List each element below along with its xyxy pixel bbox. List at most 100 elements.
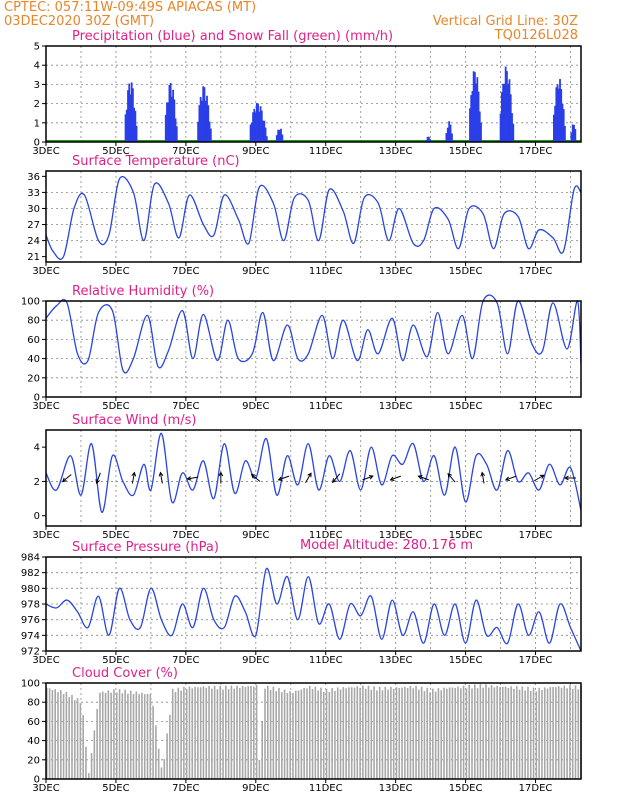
- precip-xtick-label: 9DEC: [242, 146, 269, 157]
- temperature-ytick-label: 30: [27, 204, 40, 215]
- cloud-bar: [261, 721, 263, 779]
- wind-arrow-shaft: [159, 472, 163, 484]
- precip-bar: [275, 135, 278, 142]
- precip-bar: [281, 134, 284, 142]
- wind-arrow-shaft: [362, 475, 374, 481]
- precip-bar: [429, 139, 432, 142]
- cloud-bar: [283, 689, 286, 779]
- cloud-bar: [264, 688, 266, 779]
- cloud-bar: [496, 685, 498, 779]
- wind-arrow: [447, 472, 456, 483]
- cloud-bar: [222, 689, 224, 779]
- cloud-bar: [129, 690, 132, 779]
- wind-xtick-label: 9DEC: [242, 530, 269, 541]
- cloud-bar: [420, 686, 423, 779]
- cloud-bar: [529, 690, 532, 779]
- cloud-bar: [331, 688, 333, 779]
- cloud-bar: [334, 690, 336, 779]
- cloud-bar: [65, 691, 68, 779]
- pressure-xtick-label: 3DEC: [32, 655, 59, 666]
- precip-bar: [503, 83, 506, 142]
- precip-bar: [564, 126, 566, 142]
- temperature-frame: [45, 170, 582, 263]
- cloud-bar: [57, 692, 59, 779]
- cloud-bar: [434, 691, 437, 779]
- wind-arrow-head: [389, 476, 395, 481]
- cloud-bar: [180, 690, 182, 779]
- cloud-xtick-label: 17DEC: [519, 783, 553, 794]
- wind-arrow-head: [480, 471, 486, 477]
- precip-ytick-label: 0: [34, 138, 40, 149]
- precip-bar: [502, 83, 505, 142]
- cloud-bar: [432, 688, 434, 779]
- cloud-bar: [155, 725, 157, 779]
- humidity-ytick-label: 100: [21, 297, 40, 308]
- wind-xtick-label: 11DEC: [309, 530, 343, 541]
- cloud-bar: [571, 688, 574, 779]
- cloud-bar: [286, 693, 289, 779]
- wind-arrow-shaft: [332, 473, 341, 483]
- cloud-bar: [348, 687, 350, 779]
- cloud-bar: [275, 691, 277, 779]
- cloud-bar: [398, 687, 401, 779]
- precip-ytick-label: 3: [34, 80, 40, 91]
- cloud-bar: [90, 753, 93, 779]
- wind-arrow-head: [447, 472, 452, 478]
- humidity-xtick-label: 7DEC: [172, 401, 199, 412]
- wind-arrow-head: [417, 475, 423, 480]
- precip-bar: [471, 90, 474, 142]
- precip-bar: [172, 89, 175, 142]
- cloud-bar: [370, 689, 373, 779]
- wind-xtick-label: 15DEC: [449, 530, 483, 541]
- cloud-bar: [82, 715, 84, 779]
- precip-xtick-label: 17DEC: [519, 146, 553, 157]
- cloud-bar: [121, 693, 124, 779]
- precip-bar: [125, 109, 128, 142]
- precip-bar: [427, 136, 430, 142]
- cloud-bar: [239, 687, 241, 779]
- humidity-title: Relative Humidity (%): [72, 284, 214, 299]
- precip-bar: [448, 121, 451, 142]
- cloud-bar: [440, 690, 443, 779]
- humidity-xtick-label: 9DEC: [242, 401, 269, 412]
- cloud-bar: [54, 689, 56, 779]
- precip-bar: [571, 124, 574, 142]
- temperature-title: Surface Temperature (nC): [72, 154, 240, 169]
- cloud-bar: [409, 685, 412, 779]
- cloud-bar: [208, 685, 210, 779]
- precip-bar: [130, 82, 133, 142]
- cloud-bar: [87, 773, 90, 779]
- wind-arrow-head: [61, 477, 67, 483]
- precip-bar: [259, 106, 262, 142]
- humidity-xtick-label: 15DEC: [449, 401, 483, 412]
- cloud-bar: [303, 687, 305, 779]
- precip-bar: [209, 128, 212, 142]
- precip-bar: [280, 128, 282, 142]
- cloud-bar: [211, 688, 213, 779]
- cloud-bar: [451, 687, 454, 779]
- wind-ytick-label: 0: [34, 511, 40, 522]
- wind-xtick-label: 5DEC: [102, 530, 129, 541]
- cloud-bar: [311, 688, 314, 779]
- cloud-bar: [300, 689, 303, 779]
- cloud-bar: [364, 688, 367, 779]
- cloud-bar: [448, 687, 451, 779]
- wind-arrow: [417, 475, 429, 481]
- cloud-bar: [493, 687, 496, 779]
- cloud-bar: [59, 690, 62, 779]
- model-code: TQ0126L028: [494, 28, 578, 43]
- precip-bar: [129, 94, 132, 142]
- precip-bar: [426, 136, 429, 142]
- wind-arrow: [250, 473, 261, 482]
- temperature-panel: Surface Temperature (nC) 21 24 27 30 33 36 3DEC…: [27, 154, 582, 277]
- precip-ytick-label: 5: [34, 42, 40, 53]
- humidity-ytick-label: 0: [34, 393, 40, 404]
- precip-title: Precipitation (blue) and Snow Fall (gree…: [72, 29, 393, 44]
- precip-ytick-label: 4: [34, 61, 40, 72]
- cloud-bar: [563, 685, 566, 779]
- temperature-ytick-label: 36: [27, 172, 40, 183]
- precip-bar: [277, 129, 280, 142]
- cloud-ytick-label: 60: [27, 717, 40, 728]
- pressure-ytick-label: 972: [21, 647, 40, 658]
